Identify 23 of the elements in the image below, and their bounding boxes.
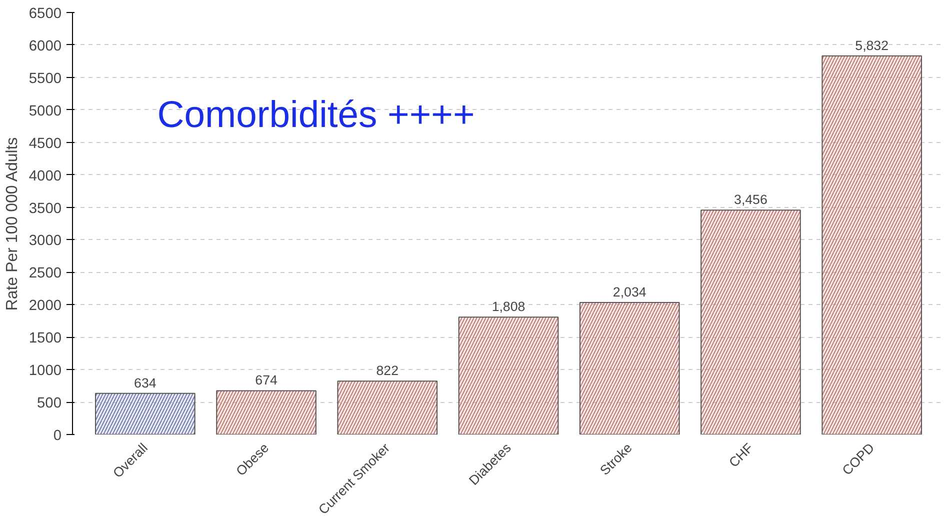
y-tick-label: 500 xyxy=(37,396,62,412)
y-tick-label: 2500 xyxy=(28,266,62,282)
y-tick-label: 6500 xyxy=(28,6,62,22)
y-tick-label: 1500 xyxy=(28,330,62,347)
y-tick-label: 4500 xyxy=(28,136,62,152)
data-label: 822 xyxy=(376,363,399,378)
y-tick-label: 6000 xyxy=(28,38,62,54)
y-tick-label: 4000 xyxy=(28,168,62,184)
y-tick-label: 5500 xyxy=(28,70,62,87)
y-axis-title: Rate Per 100 000 Adults xyxy=(4,137,21,311)
data-label: 634 xyxy=(134,375,157,390)
y-tick-label: 5000 xyxy=(28,103,62,120)
y-tick-label: 3500 xyxy=(28,200,62,217)
data-label: 1,808 xyxy=(492,299,526,314)
data-label: 2,034 xyxy=(612,284,647,300)
data-label: 674 xyxy=(255,372,278,388)
y-tick-label: 0 xyxy=(53,428,62,444)
y-tick-label: 3000 xyxy=(28,233,62,250)
data-label: 3,456 xyxy=(734,192,768,208)
y-tick-label: 2000 xyxy=(28,298,62,314)
y-tick-label: 1000 xyxy=(28,363,62,380)
data-label: 5,832 xyxy=(855,38,889,53)
annotation: Comorbidités ++++ xyxy=(157,92,475,135)
